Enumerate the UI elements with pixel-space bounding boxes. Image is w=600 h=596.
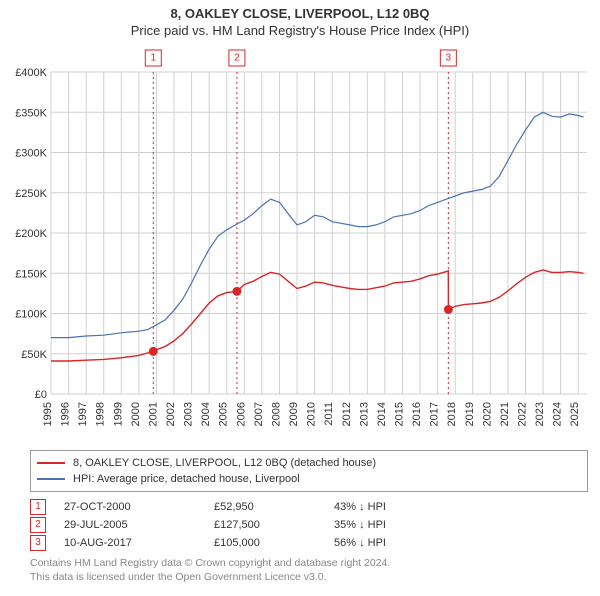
event-row: 1 27-OCT-2000 £52,950 43% ↓ HPI [30, 498, 588, 516]
svg-text:2000: 2000 [130, 402, 142, 426]
svg-text:£100K: £100K [15, 309, 47, 321]
svg-text:£0: £0 [35, 389, 47, 401]
legend-swatch-hpi [37, 478, 65, 480]
event-date: 10-AUG-2017 [64, 537, 214, 549]
svg-text:2010: 2010 [306, 402, 318, 426]
svg-text:£350K: £350K [15, 107, 47, 119]
svg-text:2016: 2016 [411, 402, 423, 426]
svg-text:2025: 2025 [569, 402, 581, 426]
svg-text:2009: 2009 [288, 402, 300, 426]
svg-text:1996: 1996 [60, 402, 72, 426]
event-hpi: 35% ↓ HPI [334, 519, 588, 531]
event-badge: 1 [30, 499, 46, 515]
svg-text:1998: 1998 [95, 402, 107, 426]
svg-text:£200K: £200K [15, 228, 47, 240]
price-chart: £0 £50K £100K £150K £200K £250K £300K £350K £400… [5, 42, 595, 442]
svg-text:£50K: £50K [21, 349, 47, 361]
svg-text:2020: 2020 [481, 402, 493, 426]
event-row: 3 10-AUG-2017 £105,000 56% ↓ HPI [30, 534, 588, 552]
event-price: £52,950 [214, 501, 334, 513]
svg-text:2023: 2023 [534, 402, 546, 426]
legend-swatch-property [37, 462, 65, 464]
svg-text:2001: 2001 [147, 402, 159, 426]
svg-text:2012: 2012 [341, 402, 353, 426]
svg-text:£250K: £250K [15, 188, 47, 200]
svg-text:1997: 1997 [77, 402, 89, 426]
svg-text:2018: 2018 [446, 402, 458, 426]
events-table: 1 27-OCT-2000 £52,950 43% ↓ HPI 2 29-JUL… [30, 498, 588, 552]
legend-label-hpi: HPI: Average price, detached house, Live… [73, 473, 300, 485]
svg-text:2022: 2022 [516, 402, 528, 426]
svg-text:2: 2 [234, 53, 240, 64]
legend-box: 8, OAKLEY CLOSE, LIVERPOOL, L12 0BQ (det… [30, 450, 588, 492]
svg-text:2007: 2007 [253, 402, 265, 426]
legend-item-hpi: HPI: Average price, detached house, Live… [37, 471, 581, 487]
svg-text:2011: 2011 [323, 402, 335, 426]
title-address: 8, OAKLEY CLOSE, LIVERPOOL, L12 0BQ [0, 6, 600, 21]
footer-line1: Contains HM Land Registry data © Crown c… [30, 556, 588, 570]
event-price: £105,000 [214, 537, 334, 549]
svg-text:1999: 1999 [112, 402, 124, 426]
event-hpi: 56% ↓ HPI [334, 537, 588, 549]
event-row: 2 29-JUL-2005 £127,500 35% ↓ HPI [30, 516, 588, 534]
svg-text:2024: 2024 [552, 402, 564, 426]
svg-text:1995: 1995 [42, 402, 54, 426]
svg-text:3: 3 [446, 53, 452, 64]
title-subtitle: Price paid vs. HM Land Registry's House … [0, 23, 600, 38]
svg-text:2014: 2014 [376, 402, 388, 426]
svg-text:2021: 2021 [499, 402, 511, 426]
footer-line2: This data is licensed under the Open Gov… [30, 570, 588, 584]
svg-text:2013: 2013 [358, 402, 370, 426]
svg-text:2003: 2003 [183, 402, 195, 426]
svg-text:1: 1 [150, 53, 156, 64]
svg-text:£400K: £400K [15, 67, 47, 79]
event-date: 29-JUL-2005 [64, 519, 214, 531]
event-date: 27-OCT-2000 [64, 501, 214, 513]
event-badge: 2 [30, 517, 46, 533]
svg-text:2019: 2019 [464, 402, 476, 426]
svg-text:2015: 2015 [393, 402, 405, 426]
footer-attribution: Contains HM Land Registry data © Crown c… [30, 556, 588, 584]
legend-item-property: 8, OAKLEY CLOSE, LIVERPOOL, L12 0BQ (det… [37, 455, 581, 471]
svg-text:£150K: £150K [15, 268, 47, 280]
svg-text:2002: 2002 [165, 402, 177, 426]
svg-text:£300K: £300K [15, 148, 47, 160]
event-price: £127,500 [214, 519, 334, 531]
svg-text:2004: 2004 [200, 402, 212, 426]
svg-text:2006: 2006 [235, 402, 247, 426]
svg-text:2008: 2008 [270, 402, 282, 426]
event-hpi: 43% ↓ HPI [334, 501, 588, 513]
svg-text:2005: 2005 [218, 402, 230, 426]
legend-label-property: 8, OAKLEY CLOSE, LIVERPOOL, L12 0BQ (det… [73, 457, 376, 469]
event-badge: 3 [30, 535, 46, 551]
svg-text:2017: 2017 [429, 402, 441, 426]
